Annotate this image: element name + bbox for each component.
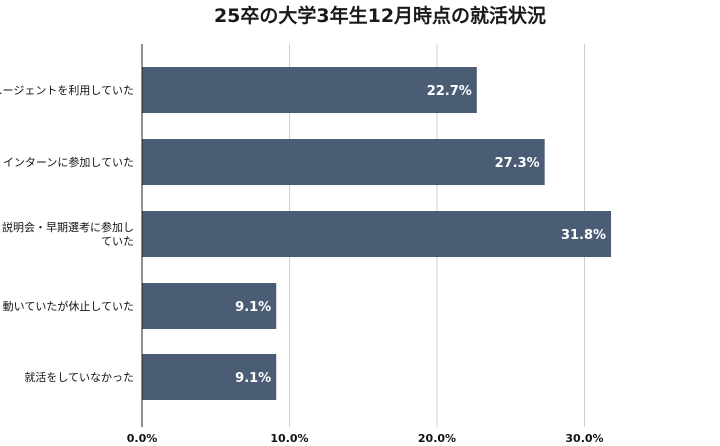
x-tick-label: 0.0% [127, 432, 158, 445]
data-label: 31.8% [561, 228, 606, 243]
bar [142, 67, 477, 113]
category-label: インターンに参加していた [3, 155, 134, 169]
data-label: 27.3% [495, 156, 540, 171]
x-tick-label: 30.0% [565, 432, 603, 445]
category-label: 動いていたが休止していた [3, 299, 134, 313]
x-tick-label: 20.0% [418, 432, 456, 445]
bar [142, 354, 277, 400]
bar [142, 283, 277, 329]
category-label: 就活をしていなかった [24, 370, 134, 384]
category-labels: …ージェントを利用していたインターンに参加していた説明会・早期選考に参加していた… [0, 84, 134, 384]
data-label: 9.1% [235, 371, 271, 386]
bar [142, 211, 612, 257]
chart-title: 25卒の大学3年生12月時点の就活状況 [214, 4, 546, 27]
x-tick-label: 10.0% [270, 432, 308, 445]
x-tick-labels: 0.0%10.0%20.0%30.0%4 [127, 432, 604, 445]
category-label: …ージェントを利用していた [0, 84, 134, 97]
data-label: 9.1% [235, 300, 271, 315]
category-label: 説明会・早期選考に参加していた [2, 220, 134, 248]
bar [142, 139, 545, 185]
data-label: 22.7% [427, 84, 472, 99]
bars: 22.7% 27.3% 31.8% 9.1% 9.1% [142, 67, 612, 400]
